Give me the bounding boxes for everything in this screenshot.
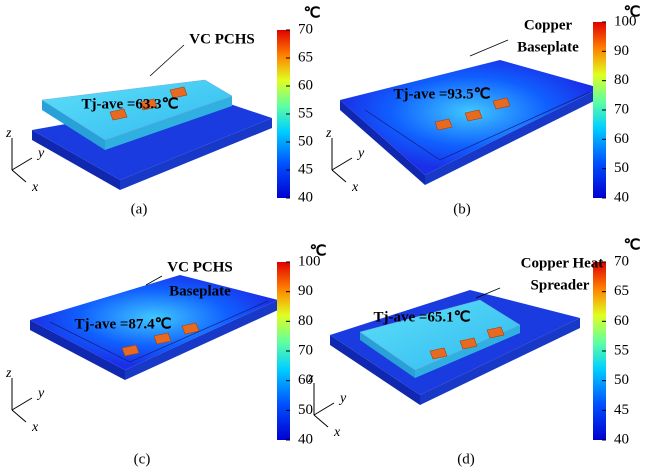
figure: 70 65 60 55 50 45 40 ℃ (a) VC PCHS Tj-ave =63.3℃ z y… [0,0,652,472]
colorbar-tick-label: 50 [614,372,629,388]
axis-label: x [31,180,39,195]
colorbar-tick-label: 55 [614,342,629,358]
tj-annotation: Tj-ave =93.5℃ [393,86,490,102]
colorbar-tick-label: 40 [614,189,629,205]
colorbar-tick-label: 80 [614,72,629,88]
colorbar-tick-label: 40 [298,189,313,205]
annotation: Copper Heat [521,255,604,271]
colorbar-tick-label: 65 [298,49,313,65]
tj-annotation: Tj-ave =63.3℃ [81,96,178,112]
colorbar-tick-label: 90 [298,283,313,299]
axis-x [12,410,26,422]
panel-label: (c) [134,451,151,467]
axis-y [314,403,334,415]
colorbar-tick-label: 70 [614,253,629,269]
axis-y [332,158,352,170]
colorbar-tick-label: 45 [614,402,629,418]
colorbar-tick-label: 50 [298,402,313,418]
annotation: Baseplate [169,283,231,299]
axis-label: z [325,126,332,141]
axis-label: y [338,391,347,406]
render-b [340,60,600,185]
colorbar-unit: ℃ [624,237,641,253]
axis-label: z [307,371,314,386]
tj-annotation: Tj-ave =65.1℃ [373,309,470,325]
axis-y [12,158,32,170]
render-d [330,290,580,405]
colorbar-tick-label: 65 [614,283,629,299]
axis-label: x [351,180,359,195]
colorbar-tick-label: 45 [298,161,313,177]
colorbar-tick-label: 50 [298,133,313,149]
axis-label: y [36,386,45,401]
annotation: Copper [524,17,573,33]
colorbar-tick-label: 60 [298,77,313,93]
colorbar-tick-label: 50 [614,160,629,176]
axis-x [332,170,346,182]
axis-x [314,415,328,427]
annotation: VC PCHS [189,31,254,47]
panel-label: (b) [453,201,471,217]
panel-label: (a) [131,201,148,217]
axis-label: x [333,425,341,440]
colorbar-tick-label: 40 [614,431,629,447]
axis-y [12,398,32,410]
colorbar-tick-label: 70 [298,342,313,358]
colorbar-tick-label: 60 [614,131,629,147]
panel-label: (d) [457,451,475,467]
annotation: Spreader [531,277,590,293]
axis-label: y [356,146,365,161]
colorbar-tick-label: 55 [298,105,313,121]
annotation: Baseplate [517,39,579,55]
axis-label: z [5,366,12,381]
colorbar-tick-label: 70 [614,101,629,117]
axis-label: y [36,146,45,161]
colorbar-tick-label: 80 [298,313,313,329]
tj-annotation: Tj-ave =87.4℃ [74,316,171,332]
colorbar-tick-label: 90 [614,43,629,59]
axis-x [12,170,26,182]
annotation: VC PCHS [167,259,232,275]
axis-label: x [31,420,39,435]
axis-label: z [5,126,12,141]
colorbar-unit: ℃ [624,4,641,20]
colorbar-tick-label: 70 [298,21,313,37]
colorbar-unit: ℃ [310,243,327,259]
colorbar-unit: ℃ [304,5,321,21]
colorbar-tick-label: 40 [298,431,313,447]
colorbar-tick-label: 60 [614,313,629,329]
